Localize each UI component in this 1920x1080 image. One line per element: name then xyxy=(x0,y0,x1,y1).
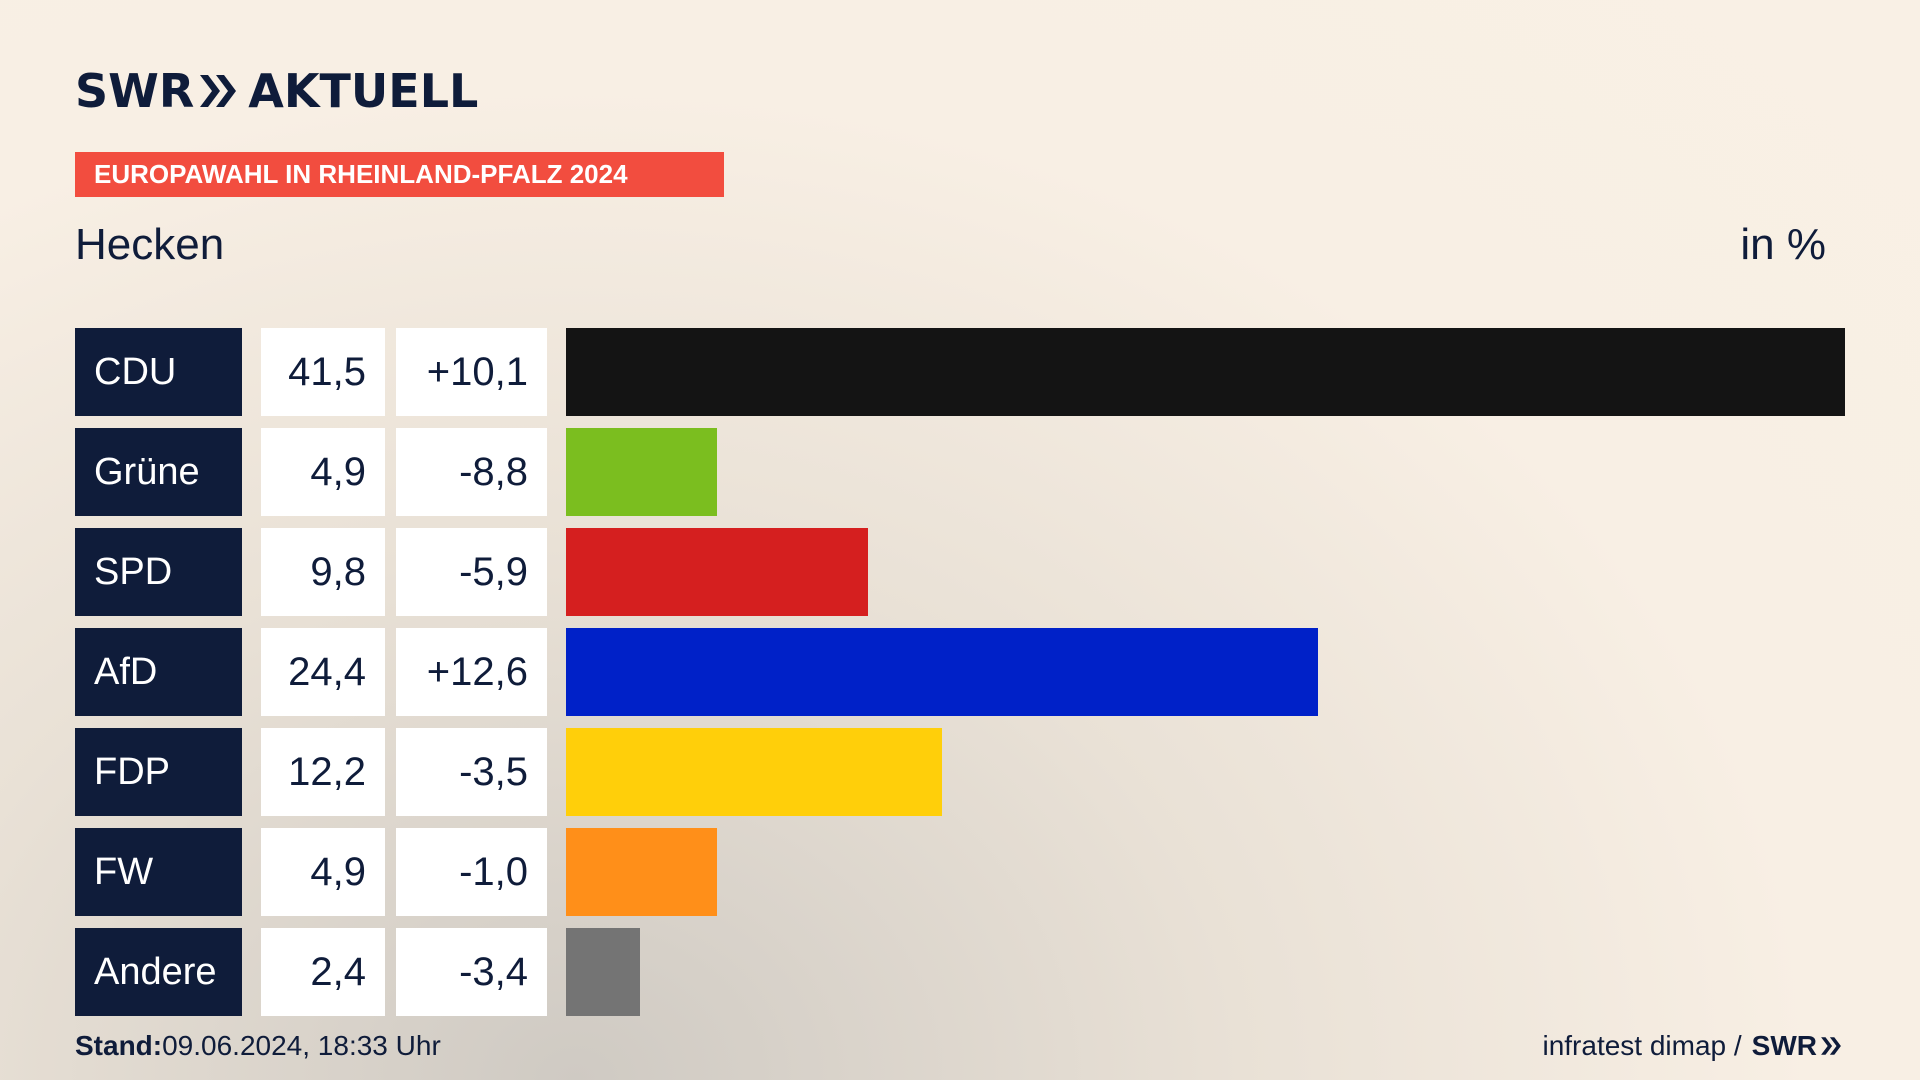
party-label: FDP xyxy=(75,728,242,816)
party-label: Grüne xyxy=(75,428,242,516)
logo-aktuell-text: AKTUELL xyxy=(248,64,479,118)
logo-swr-text: SWR xyxy=(75,64,195,118)
result-bar xyxy=(566,628,1318,716)
result-row: CDU 41,5 +10,1 xyxy=(75,328,1845,416)
result-row: FW 4,9 -1,0 xyxy=(75,828,1845,916)
percent-value: 2,4 xyxy=(261,928,385,1016)
result-row: FDP 12,2 -3,5 xyxy=(75,728,1845,816)
source-swr-text: SWR xyxy=(1751,1030,1817,1061)
location-title: Hecken xyxy=(75,220,225,269)
stand-label: Stand: xyxy=(75,1030,163,1061)
result-bar xyxy=(566,828,717,916)
percent-value: 4,9 xyxy=(261,428,385,516)
percent-value: 9,8 xyxy=(261,528,385,616)
double-chevron-icon xyxy=(198,73,238,109)
percent-value: 12,2 xyxy=(261,728,385,816)
diff-value: -3,4 xyxy=(396,928,547,1016)
percent-value: 24,4 xyxy=(261,628,385,716)
percent-value: 41,5 xyxy=(261,328,385,416)
result-bar xyxy=(566,928,640,1016)
result-bar xyxy=(566,328,1845,416)
result-bar xyxy=(566,428,717,516)
source-swr-logo: SWR xyxy=(1752,1030,1842,1062)
percent-value: 4,9 xyxy=(261,828,385,916)
diff-value: -1,0 xyxy=(396,828,547,916)
party-label: SPD xyxy=(75,528,242,616)
result-row: Grüne 4,9 -8,8 xyxy=(75,428,1845,516)
source-text: infratest dimap / xyxy=(1542,1030,1742,1061)
diff-value: -3,5 xyxy=(396,728,547,816)
result-row: Andere 2,4 -3,4 xyxy=(75,928,1845,1016)
party-label: AfD xyxy=(75,628,242,716)
party-label: Andere xyxy=(75,928,242,1016)
result-bar xyxy=(566,528,868,616)
stand-value: 09.06.2024, 18:33 Uhr xyxy=(162,1030,441,1061)
result-bar xyxy=(566,728,942,816)
source-info: infratest dimap / SWR xyxy=(1542,1030,1842,1062)
unit-label: in % xyxy=(1740,220,1826,269)
party-label: CDU xyxy=(75,328,242,416)
diff-value: +10,1 xyxy=(396,328,547,416)
party-label: FW xyxy=(75,828,242,916)
result-row: SPD 9,8 -5,9 xyxy=(75,528,1845,616)
diff-value: -8,8 xyxy=(396,428,547,516)
election-banner: EUROPAWAHL IN RHEINLAND-PFALZ 2024 xyxy=(75,152,724,197)
swr-aktuell-logo: SWR AKTUELL xyxy=(75,64,479,118)
small-double-chevron-icon xyxy=(1821,1037,1841,1055)
diff-value: -5,9 xyxy=(396,528,547,616)
result-row: AfD 24,4 +12,6 xyxy=(75,628,1845,716)
stand-info: Stand:09.06.2024, 18:33 Uhr xyxy=(75,1030,441,1062)
diff-value: +12,6 xyxy=(396,628,547,716)
